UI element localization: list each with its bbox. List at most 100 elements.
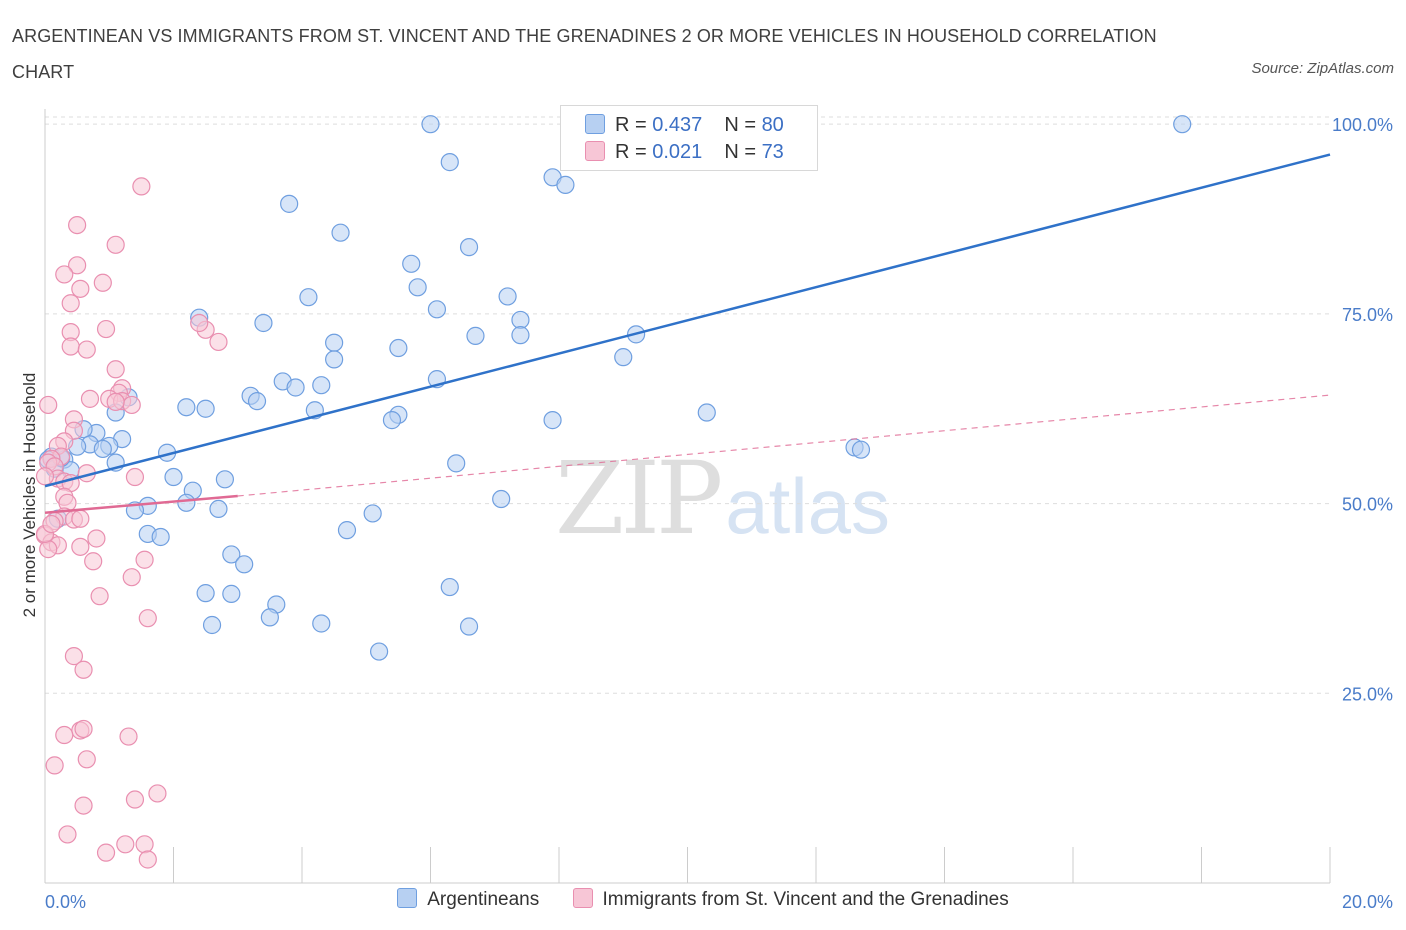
immigrant-point: [135, 550, 154, 569]
immigrant-trend-line-extended: [237, 394, 1331, 497]
argentinean-point: [498, 287, 517, 306]
y-tick-label: 75.0%: [1342, 305, 1393, 325]
legend-r-value: 0.437: [652, 114, 703, 136]
immigrant-point: [45, 756, 64, 775]
legend-n-value: 80: [761, 114, 784, 136]
argentinean-point: [337, 521, 357, 540]
immigrant-point: [125, 790, 145, 809]
immigrant-point: [93, 273, 112, 292]
immigrant-point: [71, 537, 90, 556]
immigrant-point: [106, 392, 125, 412]
immigrant-point: [61, 337, 80, 356]
argentinean-point: [222, 584, 241, 603]
x-tick-label: 20.0%: [1342, 892, 1393, 912]
argentinean-point: [421, 115, 440, 134]
immigrant-point: [68, 256, 87, 275]
legend-swatch-blue: [397, 888, 418, 908]
argentinean-point: [312, 376, 331, 395]
immigrant-point: [135, 835, 154, 854]
argentinean-point: [408, 278, 427, 297]
immigrant-point: [119, 727, 138, 746]
immigrant-point: [61, 294, 80, 313]
x-tick-label: 0.0%: [45, 892, 86, 912]
argentinean-point: [382, 411, 402, 430]
argentinean-point: [492, 489, 511, 509]
watermark: ZIPatlas: [555, 440, 890, 557]
immigrant-point: [90, 587, 109, 606]
y-tick-label: 50.0%: [1342, 495, 1393, 515]
argentinean-point: [614, 348, 633, 367]
immigrant-point: [42, 514, 61, 534]
argentinean-point: [280, 194, 299, 213]
immigrant-point: [87, 529, 106, 548]
legend-n-label: N =: [724, 114, 762, 136]
argentinean-point: [235, 555, 254, 574]
immigrant-point: [74, 719, 93, 739]
argentinean-point: [209, 499, 228, 518]
argentinean-point: [151, 527, 170, 547]
argentinean-point: [325, 333, 344, 352]
immigrant-point: [209, 332, 228, 352]
argentinean-point: [325, 350, 344, 369]
immigrant-point: [71, 509, 90, 528]
argentinean-point: [402, 254, 421, 273]
argentinean-point: [363, 504, 382, 523]
chart-title: ARGENTINEAN VS IMMIGRANTS FROM ST. VINCE…: [12, 26, 1157, 82]
argentinean-point: [93, 439, 112, 459]
immigrant-point: [39, 395, 58, 415]
argentinean-point: [215, 470, 234, 489]
immigrant-point: [80, 389, 100, 408]
argentinean-point: [370, 642, 389, 661]
legend-n-label: N =: [724, 141, 762, 163]
argentinean-point: [299, 288, 318, 307]
argentinean-point: [260, 608, 279, 627]
argentinean-point: [851, 440, 871, 459]
legend-item-immigrants[interactable]: Immigrants from St. Vincent and the Gren…: [572, 888, 1009, 911]
legend-series: Argentineans Immigrants from St. Vincent…: [0, 888, 1406, 911]
immigrant-point: [77, 750, 96, 769]
immigrant-point: [68, 216, 87, 235]
argentinean-point: [196, 399, 215, 418]
argentinean-point: [196, 584, 215, 603]
argentinean-point: [511, 326, 530, 345]
legend-stats-row-immigrants: R = 0.021 N = 73: [585, 141, 784, 167]
argentinean-point: [459, 238, 479, 257]
argentinean-point: [389, 338, 408, 358]
immigrant-point: [55, 265, 74, 284]
argentinean-point: [1173, 115, 1192, 134]
immigrant-point: [96, 843, 116, 862]
argentinean-point: [427, 300, 447, 319]
argentinean-point: [466, 326, 485, 345]
immigrant-point: [35, 467, 55, 486]
immigrant-trend-line: [44, 494, 238, 514]
immigrant-point: [122, 395, 141, 415]
immigrant-point: [106, 360, 125, 379]
argentinean-point: [556, 175, 575, 194]
legend-swatch-pink: [585, 141, 605, 161]
legend-r-value: 0.021: [652, 141, 703, 163]
argentinean-point: [459, 617, 479, 636]
legend-series-name: Immigrants from St. Vincent and the Gren…: [602, 889, 1009, 910]
immigrant-point: [125, 467, 145, 487]
watermark-zip: ZIP: [555, 440, 723, 557]
argentinean-point: [331, 223, 350, 242]
argentinean-point: [543, 411, 562, 430]
argentinean-point: [511, 310, 530, 330]
legend-item-argentineans[interactable]: Argentineans: [397, 888, 539, 911]
immigrant-point: [148, 784, 167, 803]
immigrant-point: [84, 552, 103, 571]
argentinean-point: [222, 545, 241, 564]
immigrant-point: [74, 660, 93, 679]
legend-stats: R = 0.437 N = 80 R = 0.021 N = 73: [560, 105, 818, 171]
legend-swatch-pink: [572, 888, 593, 908]
argentinean-point: [177, 493, 196, 512]
y-tick-label: 25.0%: [1342, 684, 1393, 704]
legend-swatch-blue: [585, 114, 605, 134]
immigrant-point: [138, 850, 157, 869]
argentinean-point: [177, 398, 196, 417]
immigrant-point: [122, 568, 141, 587]
immigrant-point: [74, 796, 93, 815]
legend-r-label: R =: [615, 114, 653, 136]
argentinean-point: [202, 615, 222, 635]
argentinean-trend-line: [44, 153, 1331, 488]
